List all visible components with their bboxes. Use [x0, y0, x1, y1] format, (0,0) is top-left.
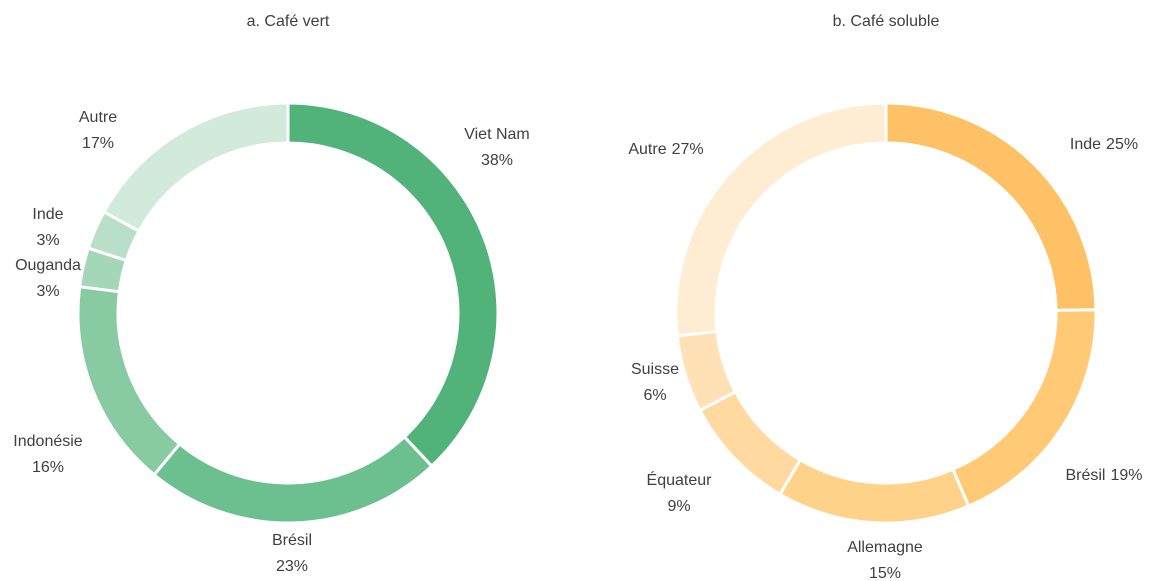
- segment-label: Autre 27%: [628, 141, 703, 158]
- value-label: 3%: [36, 232, 59, 249]
- segment-label: Inde 3%: [32, 206, 63, 249]
- value-label: 6%: [643, 387, 666, 404]
- value-label: 19%: [1110, 467, 1142, 484]
- value-label: 38%: [481, 152, 513, 169]
- segment-label: Viet Nam 38%: [464, 126, 530, 169]
- value-label: 25%: [1106, 136, 1138, 153]
- segment-label: Brésil 23%: [272, 532, 312, 575]
- donut-segment: [101, 101, 290, 234]
- segment-label: Ouganda 3%: [15, 257, 81, 300]
- segment-label: Allemagne 15%: [847, 539, 923, 581]
- category-label: Inde: [1070, 136, 1101, 153]
- chart-title: b. Café soluble: [833, 13, 940, 30]
- category-label: Indonésie: [13, 433, 82, 450]
- category-label: Brésil: [272, 532, 312, 549]
- segment-label: Autre 17%: [79, 109, 117, 152]
- category-label: Autre: [628, 141, 666, 158]
- donut-segment: [778, 457, 971, 525]
- chart-title: a. Café vert: [247, 13, 330, 30]
- category-label: Autre: [79, 109, 117, 126]
- donut-segment: [697, 389, 803, 497]
- segment-label: Brésil 19%: [1065, 467, 1142, 484]
- category-label: Allemagne: [847, 539, 923, 556]
- value-label: 9%: [667, 498, 690, 515]
- value-label: 3%: [36, 283, 59, 300]
- category-label: Brésil: [1065, 467, 1105, 484]
- value-label: 23%: [276, 558, 308, 575]
- segment-label: Indonésie 16%: [13, 433, 82, 476]
- segment-label: Suisse 6%: [631, 361, 679, 404]
- value-label: 16%: [32, 459, 64, 476]
- segment-label: Inde 25%: [1070, 136, 1138, 153]
- donut-segment: [152, 434, 434, 525]
- category-label: Inde: [32, 206, 63, 223]
- category-label: Viet Nam: [464, 126, 530, 143]
- donut-segment: [286, 101, 500, 469]
- donut-segment: [76, 285, 182, 477]
- value-label: 15%: [869, 565, 901, 581]
- donut-segment: [884, 101, 1098, 312]
- segment-label: Équateur 9%: [647, 470, 713, 515]
- value-label: 27%: [672, 141, 704, 158]
- category-label: Ouganda: [15, 257, 81, 274]
- category-label: Suisse: [631, 361, 679, 378]
- category-label: Équateur: [647, 470, 713, 489]
- donut-segment: [674, 101, 888, 338]
- value-label: 17%: [82, 135, 114, 152]
